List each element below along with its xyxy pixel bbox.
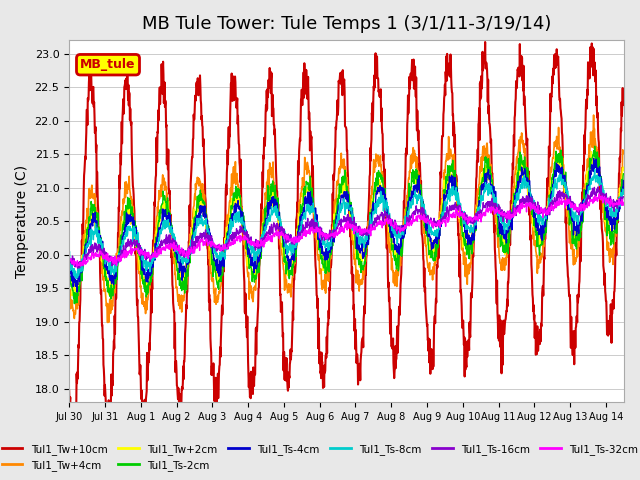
Tul1_Ts-16cm [74, 265, 81, 271]
Tul1_Tw+4cm [547, 170, 554, 176]
Tul1_Ts-4cm [620, 178, 627, 183]
Tul1_Ts-8cm [72, 276, 80, 281]
Tul1_Ts-16cm [276, 225, 284, 231]
Tul1_Tw+4cm [65, 301, 73, 307]
Tul1_Ts-4cm [590, 156, 598, 161]
Tul1_Ts-32cm [73, 264, 81, 270]
Tul1_Ts-2cm [485, 167, 493, 172]
Tul1_Tw+10cm [65, 388, 73, 394]
Tul1_Ts-32cm [620, 200, 627, 205]
Tul1_Ts-32cm [547, 205, 554, 211]
Tul1_Ts-16cm [65, 258, 73, 264]
Tul1_Ts-2cm [165, 214, 173, 220]
Tul1_Tw+10cm [175, 391, 183, 396]
Line: Tul1_Tw+4cm: Tul1_Tw+4cm [69, 115, 623, 323]
Line: Tul1_Ts-8cm: Tul1_Ts-8cm [69, 169, 623, 278]
Line: Tul1_Ts-4cm: Tul1_Ts-4cm [69, 158, 623, 292]
Tul1_Ts-2cm [65, 276, 73, 281]
Line: Tul1_Ts-2cm: Tul1_Ts-2cm [69, 146, 623, 304]
Tul1_Tw+2cm [225, 213, 233, 219]
Tul1_Tw+2cm [165, 218, 173, 224]
Tul1_Tw+2cm [175, 269, 183, 275]
Tul1_Tw+4cm [165, 209, 173, 215]
Tul1_Ts-2cm [175, 283, 183, 288]
Tul1_Tw+4cm [225, 199, 233, 205]
Tul1_Ts-2cm [620, 171, 627, 177]
Tul1_Tw+4cm [485, 152, 493, 158]
Tul1_Ts-16cm [175, 251, 183, 256]
Tul1_Tw+4cm [590, 112, 598, 118]
Tul1_Tw+4cm [175, 297, 183, 302]
Tul1_Ts-8cm [547, 200, 554, 205]
Tul1_Ts-8cm [591, 167, 598, 172]
Tul1_Ts-4cm [276, 217, 284, 223]
Text: MB_tule: MB_tule [80, 58, 136, 71]
Tul1_Tw+10cm [620, 100, 627, 106]
Tul1_Ts-16cm [225, 239, 233, 245]
Tul1_Tw+10cm [481, 39, 489, 45]
Tul1_Tw+2cm [547, 196, 554, 202]
Tul1_Ts-2cm [225, 223, 233, 228]
Tul1_Tw+10cm [485, 120, 493, 126]
Tul1_Ts-8cm [485, 180, 493, 186]
Tul1_Ts-2cm [70, 301, 78, 307]
Tul1_Ts-8cm [276, 217, 284, 223]
Tul1_Tw+10cm [165, 187, 173, 192]
Tul1_Ts-4cm [165, 212, 173, 217]
Line: Tul1_Ts-32cm: Tul1_Ts-32cm [69, 194, 623, 267]
Tul1_Tw+10cm [225, 132, 233, 137]
Tul1_Tw+10cm [276, 266, 284, 272]
Tul1_Ts-4cm [175, 270, 183, 276]
Tul1_Ts-8cm [620, 187, 627, 192]
Tul1_Ts-8cm [225, 226, 233, 232]
Tul1_Tw+2cm [620, 164, 627, 170]
Title: MB Tule Tower: Tule Temps 1 (3/1/11-3/19/14): MB Tule Tower: Tule Temps 1 (3/1/11-3/19… [142, 15, 551, 33]
Tul1_Ts-32cm [225, 240, 233, 245]
Tul1_Ts-8cm [165, 226, 173, 231]
Tul1_Ts-4cm [73, 289, 81, 295]
Tul1_Ts-32cm [485, 207, 493, 213]
Tul1_Ts-4cm [65, 266, 73, 272]
Tul1_Tw+2cm [588, 149, 595, 155]
Tul1_Ts-32cm [276, 231, 284, 237]
Tul1_Tw+2cm [65, 267, 73, 273]
Tul1_Ts-2cm [547, 195, 554, 201]
Tul1_Tw+4cm [104, 320, 111, 325]
Tul1_Ts-4cm [225, 228, 233, 234]
Tul1_Tw+10cm [70, 440, 78, 445]
Legend: Tul1_Tw+10cm, Tul1_Tw+4cm, Tul1_Tw+2cm, Tul1_Ts-2cm, Tul1_Ts-4cm, Tul1_Ts-8cm, T: Tul1_Tw+10cm, Tul1_Tw+4cm, Tul1_Tw+2cm, … [0, 439, 640, 475]
Tul1_Ts-8cm [175, 244, 183, 250]
Tul1_Ts-4cm [485, 173, 493, 179]
Tul1_Ts-2cm [591, 144, 598, 149]
Tul1_Ts-16cm [597, 182, 605, 188]
Line: Tul1_Ts-16cm: Tul1_Ts-16cm [69, 185, 623, 268]
Tul1_Ts-2cm [276, 218, 284, 224]
Tul1_Tw+4cm [276, 232, 284, 238]
Tul1_Ts-32cm [65, 254, 73, 260]
Tul1_Ts-32cm [165, 246, 173, 252]
Tul1_Tw+2cm [70, 293, 77, 299]
Tul1_Tw+4cm [620, 151, 627, 156]
Tul1_Ts-4cm [547, 199, 554, 204]
Tul1_Ts-8cm [65, 251, 73, 257]
Tul1_Ts-32cm [595, 191, 603, 197]
Y-axis label: Temperature (C): Temperature (C) [15, 165, 29, 277]
Tul1_Ts-16cm [547, 202, 554, 208]
Line: Tul1_Tw+10cm: Tul1_Tw+10cm [69, 42, 623, 443]
Tul1_Ts-16cm [620, 194, 627, 200]
Tul1_Ts-32cm [175, 250, 183, 255]
Tul1_Tw+2cm [276, 218, 284, 224]
Line: Tul1_Tw+2cm: Tul1_Tw+2cm [69, 152, 623, 296]
Tul1_Tw+2cm [485, 166, 493, 171]
Tul1_Ts-16cm [485, 203, 493, 209]
Tul1_Tw+10cm [547, 108, 555, 114]
Tul1_Ts-16cm [165, 232, 173, 238]
